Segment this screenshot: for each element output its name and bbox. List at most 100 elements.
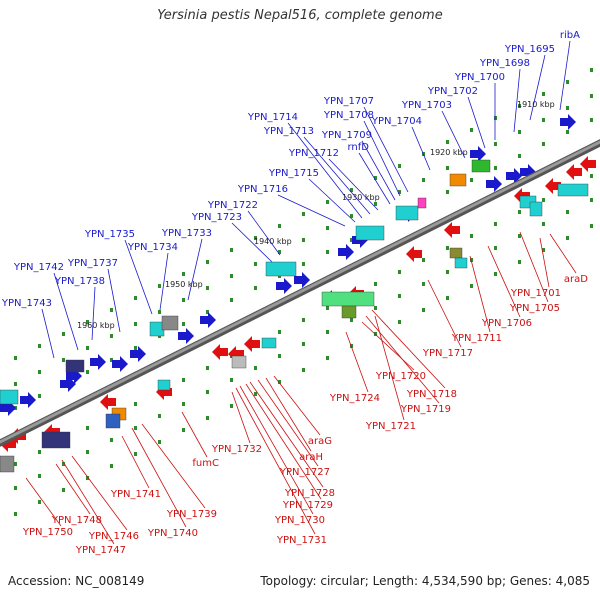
track-tick <box>470 178 473 182</box>
track-tick <box>422 308 425 312</box>
reverse-gene-arrow <box>406 246 422 262</box>
gene-feature-block <box>395 205 419 221</box>
track-tick <box>470 284 473 288</box>
forward-gene-label: YPN_1704 <box>371 116 422 127</box>
track-tick <box>110 464 113 468</box>
map-title: Yersinia pestis Nepal516, complete genom… <box>157 8 443 23</box>
reverse-gene-label: YPN_1741 <box>110 489 161 500</box>
reverse-label-leader <box>181 411 208 458</box>
reverse-label-leader <box>257 379 319 467</box>
track-tick <box>398 164 401 168</box>
gene-labels: ribA YPN_1695 YPN_1698 YPN_1700 YPN_1702 YPN_… <box>1 30 588 556</box>
reverse-gene-label: YPN_1717 <box>422 348 473 359</box>
track-tick <box>110 358 113 362</box>
reverse-gene-label: YPN_1724 <box>329 393 380 404</box>
forward-label-leader <box>529 54 546 121</box>
track-tick <box>206 310 209 314</box>
track-tick <box>134 296 137 300</box>
track-tick <box>158 310 161 314</box>
track-tick <box>374 202 377 206</box>
track-tick <box>518 130 521 134</box>
track-tick <box>590 118 593 122</box>
reverse-gene-arrow <box>212 344 228 360</box>
track-tick <box>494 222 497 226</box>
forward-gene-label: YPN_1700 <box>454 72 505 83</box>
track-tick <box>590 68 593 72</box>
reverse-label-leader <box>131 427 187 528</box>
forward-gene-arrow <box>294 272 310 288</box>
kbp-tick-label: 1930 kbp <box>342 193 380 202</box>
track-tick <box>518 210 521 214</box>
reverse-label-leader <box>539 237 550 288</box>
gene-feature-block <box>265 261 297 277</box>
track-tick <box>254 366 257 370</box>
reverse-label-leader <box>141 423 206 509</box>
reverse-gene-label: YPN_1748 <box>51 515 102 526</box>
forward-gene-label: YPN_1722 <box>207 200 258 211</box>
reverse-gene-label: YPN_1727 <box>279 467 330 478</box>
reverse-label-leader <box>487 245 521 318</box>
forward-label-leader <box>328 158 379 211</box>
reverse-label-leader <box>55 463 91 515</box>
track-tick <box>542 142 545 146</box>
forward-gene-label: YPN_1735 <box>84 229 135 240</box>
reverse-label-leader <box>121 435 150 489</box>
kbp-tick-label: 1910 kbp <box>517 100 555 109</box>
forward-gene-label: rnfD <box>348 142 370 153</box>
reverse-gene-label: YPN_1747 <box>75 545 126 556</box>
forward-gene-label: YPN_1698 <box>479 58 530 69</box>
reverse-gene-label: YPN_1719 <box>400 404 451 415</box>
track-tick <box>230 378 233 382</box>
track-tick <box>62 462 65 466</box>
gene-feature-block <box>161 315 179 331</box>
forward-label-leader <box>363 106 409 193</box>
forward-label-leader <box>124 239 153 315</box>
track-tick <box>206 286 209 290</box>
track-tick <box>566 236 569 240</box>
track-tick <box>14 462 17 466</box>
gene-feature-block <box>65 359 85 373</box>
genome-summary-text: Topology: circular; Length: 4,534,590 bp… <box>260 574 590 588</box>
track-tick <box>158 284 161 288</box>
track-tick <box>326 356 329 360</box>
gene-feature-block <box>417 197 427 209</box>
track-tick <box>302 342 305 346</box>
track-tick <box>542 118 545 122</box>
track-tick <box>470 258 473 262</box>
track-tick <box>350 214 353 218</box>
reverse-gene-label: YPN_1718 <box>406 389 457 400</box>
gene-feature-block <box>529 201 543 217</box>
track-tick <box>230 248 233 252</box>
track-tick <box>206 366 209 370</box>
gene-feature-block <box>449 247 463 259</box>
track-tick <box>38 450 41 454</box>
track-tick <box>542 92 545 96</box>
track-tick <box>278 250 281 254</box>
track-tick <box>278 330 281 334</box>
track-tick <box>398 270 401 274</box>
track-tick <box>494 272 497 276</box>
track-tick <box>494 246 497 250</box>
gene-feature-block <box>557 183 589 197</box>
track-tick <box>134 402 137 406</box>
forward-gene-arrow <box>90 354 106 370</box>
reverse-gene-label: YPN_1732 <box>211 444 262 455</box>
reverse-gene-label: YPN_1720 <box>375 371 426 382</box>
track-tick <box>446 270 449 274</box>
track-tick <box>134 346 137 350</box>
track-tick <box>326 200 329 204</box>
forward-gene-label: YPN_1707 <box>323 96 374 107</box>
gene-feature-block <box>449 173 467 187</box>
track-tick <box>494 142 497 146</box>
reverse-gene-arrow <box>580 156 596 172</box>
track-tick <box>542 248 545 252</box>
feature-layer <box>0 114 596 473</box>
track-tick <box>446 140 449 144</box>
reverse-gene-label: araG <box>308 436 332 447</box>
reverse-label-leader <box>25 477 62 527</box>
forward-gene-arrow <box>112 356 128 372</box>
forward-label-leader <box>107 268 121 333</box>
track-tick <box>566 130 569 134</box>
track-tick <box>230 274 233 278</box>
